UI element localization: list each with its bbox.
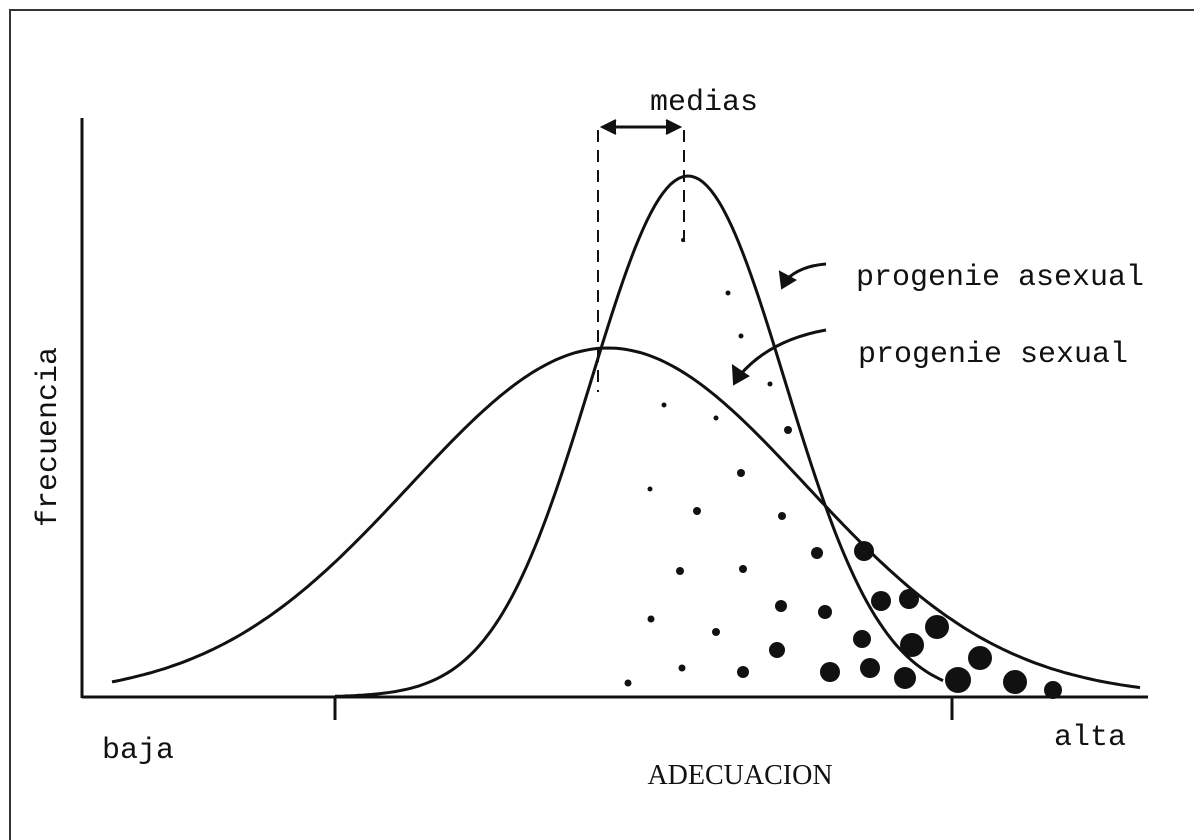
label-sexual: progenie sexual bbox=[858, 338, 1128, 372]
arrow-head bbox=[731, 364, 750, 386]
dot bbox=[899, 589, 919, 609]
dot bbox=[871, 591, 891, 611]
dot bbox=[1003, 670, 1027, 694]
label-y-axis: frecuencia bbox=[32, 347, 66, 527]
dot bbox=[647, 615, 655, 623]
dot bbox=[676, 567, 684, 575]
frame bbox=[9, 9, 1194, 840]
mean-markers bbox=[597, 119, 827, 392]
pointer-arrow bbox=[738, 328, 827, 376]
dot bbox=[900, 633, 924, 657]
dot bbox=[784, 426, 792, 434]
axes bbox=[80, 118, 1148, 720]
dots bbox=[624, 238, 1062, 699]
label-asexual: progenie asexual bbox=[856, 261, 1144, 295]
label-x-axis: ADECUACION bbox=[647, 760, 832, 791]
dot bbox=[712, 628, 720, 636]
dot bbox=[854, 541, 874, 561]
dot bbox=[647, 486, 653, 492]
dot bbox=[624, 679, 632, 687]
dot bbox=[860, 658, 880, 678]
label-high: alta bbox=[1054, 721, 1126, 755]
arrow-head bbox=[599, 119, 617, 135]
dot bbox=[693, 507, 701, 515]
dot bbox=[818, 605, 832, 619]
dot bbox=[968, 646, 992, 670]
dot bbox=[769, 642, 785, 658]
label-low: baja bbox=[102, 734, 174, 768]
dot bbox=[737, 666, 749, 678]
dot bbox=[894, 667, 916, 689]
dot bbox=[945, 667, 971, 693]
curve-sexual bbox=[111, 346, 1141, 690]
dot bbox=[811, 547, 823, 559]
dot bbox=[1044, 681, 1062, 699]
arrow-head bbox=[665, 119, 683, 135]
curve-asexual bbox=[334, 174, 944, 698]
label-means: medias bbox=[650, 86, 758, 120]
dot bbox=[737, 469, 745, 477]
dot bbox=[713, 415, 719, 421]
dot bbox=[678, 664, 686, 672]
dot bbox=[661, 402, 667, 408]
arrow-head bbox=[778, 270, 798, 290]
dot bbox=[725, 290, 731, 296]
dot bbox=[767, 381, 773, 387]
dot bbox=[739, 565, 747, 573]
dot bbox=[738, 333, 744, 339]
dot bbox=[778, 512, 786, 520]
curves bbox=[111, 174, 1141, 698]
dot bbox=[820, 662, 840, 682]
dot bbox=[925, 615, 949, 639]
dot bbox=[853, 630, 871, 648]
dot bbox=[775, 600, 787, 612]
